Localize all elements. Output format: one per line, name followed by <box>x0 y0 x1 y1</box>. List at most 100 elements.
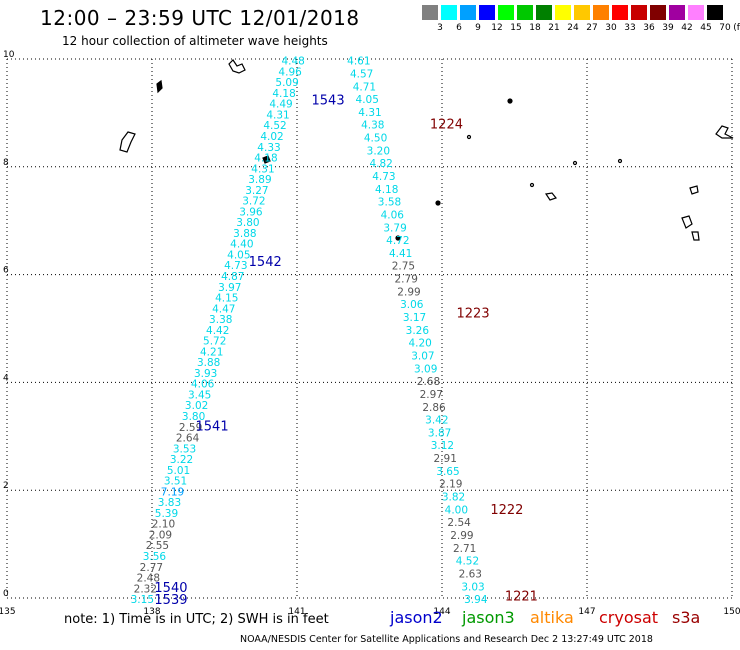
swh-value: 3.09 <box>414 363 437 375</box>
swh-value: 4.31 <box>358 107 381 119</box>
swh-value: 4.18 <box>272 88 295 100</box>
swh-value: 4.31 <box>251 163 274 175</box>
swh-value: 2.54 <box>447 517 471 529</box>
scale-label: 6 <box>456 23 462 33</box>
swh-value: 3.07 <box>411 350 434 362</box>
island-outline <box>262 155 271 164</box>
swh-value: 3.53 <box>173 443 196 455</box>
swh-value: 4.40 <box>230 239 253 251</box>
swh-value: 3.79 <box>383 222 406 234</box>
scale-label: 12 <box>491 23 503 33</box>
scale-label: 21 <box>548 23 560 33</box>
swh-value: 5.72 <box>203 336 226 348</box>
island-outline <box>228 59 246 74</box>
swh-value: 3.42 <box>425 415 448 427</box>
legend-jason3: jason3 <box>462 608 515 627</box>
swh-value: 4.20 <box>408 338 431 350</box>
swh-value: 4.52 <box>456 556 479 568</box>
lat-tick-label: 2 <box>3 481 9 491</box>
swh-value: 3.15 <box>131 594 154 606</box>
swh-value: 2.77 <box>140 562 163 574</box>
swh-value: 4.42 <box>206 325 229 337</box>
lat-tick-label: 0 <box>3 589 9 599</box>
island-dot <box>529 182 535 188</box>
swh-value: 2.99 <box>397 286 420 298</box>
scale-swatch-12 <box>650 5 666 20</box>
swh-value: 3.89 <box>248 174 271 186</box>
swh-value: 4.33 <box>257 142 280 154</box>
swh-value: 7.19 <box>161 486 184 498</box>
units-note: note: 1) Time is in UTC; 2) SWH is in fe… <box>64 612 329 627</box>
lon-tick-label: 135 <box>0 607 16 617</box>
swh-value: 2.59 <box>179 422 202 434</box>
lat-tick-label: 10 <box>3 50 15 60</box>
swh-value: 4.96 <box>278 66 302 78</box>
lon-tick-label: 147 <box>578 607 595 617</box>
island-dot <box>572 160 578 166</box>
island-dot <box>617 158 623 164</box>
swh-value: 4.18 <box>254 153 277 165</box>
scale-label: 36 <box>643 23 655 33</box>
swh-value: 3.03 <box>461 581 484 593</box>
swh-value: 4.49 <box>269 99 292 111</box>
swh-value: 2.79 <box>395 274 418 286</box>
swh-value: 4.31 <box>266 109 289 121</box>
island-outline <box>119 131 136 153</box>
scale-swatch-7 <box>555 5 571 20</box>
swh-value: 3.87 <box>428 427 451 439</box>
swh-value: 3.27 <box>245 185 268 197</box>
swh-value: 3.80 <box>182 411 205 423</box>
swh-value: 3.22 <box>170 454 193 466</box>
swh-value: 3.38 <box>209 314 232 326</box>
swh-value: 2.86 <box>422 402 446 414</box>
scale-label: 30 <box>605 23 617 33</box>
pass-number: 1539 <box>154 593 187 608</box>
scale-swatch-11 <box>631 5 647 20</box>
swh-value: 4.18 <box>375 184 398 196</box>
scale-label: 15 <box>510 23 522 33</box>
island-dot <box>507 98 513 104</box>
swh-value: 5.39 <box>155 508 178 520</box>
swh-value: 2.55 <box>146 540 169 552</box>
swh-value: 3.20 <box>367 145 390 157</box>
swh-value: 4.87 <box>221 271 244 283</box>
scale-label: 27 <box>586 23 598 33</box>
swh-value: 3.80 <box>236 217 259 229</box>
pass-number: 1222 <box>490 503 523 518</box>
swh-value: 4.21 <box>200 346 223 358</box>
pass-number: 1223 <box>457 306 490 321</box>
swh-value: 3.97 <box>218 282 241 294</box>
swh-value: 4.52 <box>263 120 286 132</box>
pass-number: 1543 <box>312 93 345 108</box>
swh-value: 3.58 <box>378 197 401 209</box>
map-title: 12:00 – 23:59 UTC 12/01/2018 <box>40 6 360 30</box>
pass-number: 1542 <box>249 255 282 270</box>
scale-label: (ft) <box>733 23 740 33</box>
scale-swatch-1 <box>441 5 457 20</box>
island-dot <box>466 134 472 140</box>
swh-value: 3.93 <box>194 368 217 380</box>
scale-swatch-4 <box>498 5 514 20</box>
scale-swatch-5 <box>517 5 533 20</box>
swh-value: 2.09 <box>149 529 172 541</box>
swh-value: 4.73 <box>224 260 247 272</box>
scale-label: 45 <box>700 23 712 33</box>
island-outline <box>691 231 700 241</box>
swh-value: 4.73 <box>372 171 395 183</box>
swh-value: 2.68 <box>417 376 440 388</box>
scale-swatch-6 <box>536 5 552 20</box>
swh-value: 4.38 <box>361 120 384 132</box>
island-dot <box>435 200 441 206</box>
swh-value: 2.19 <box>439 479 462 491</box>
lat-tick-label: 8 <box>3 158 9 168</box>
scale-label: 39 <box>662 23 674 33</box>
pass-number: 1224 <box>430 118 463 133</box>
swh-value: 3.02 <box>185 400 208 412</box>
swh-value: 2.99 <box>450 530 473 542</box>
swh-value: 3.94 <box>464 594 488 606</box>
scale-label: 33 <box>624 23 636 33</box>
lat-tick-label: 6 <box>3 266 9 276</box>
swh-value: 4.05 <box>227 249 250 261</box>
map-subtitle: 12 hour collection of altimeter wave hei… <box>62 34 328 48</box>
